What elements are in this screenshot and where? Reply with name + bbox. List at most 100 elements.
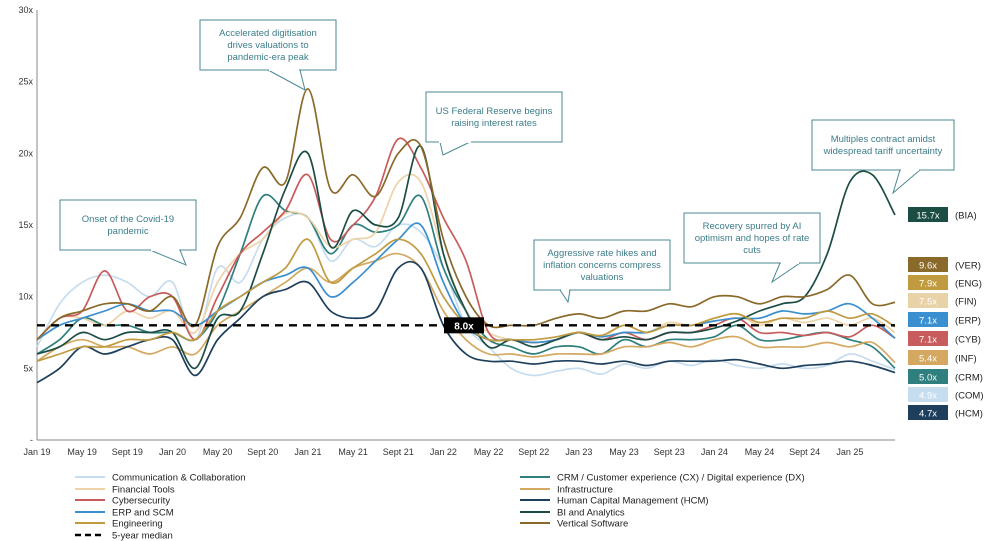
annotation-text: pandemic-era peak xyxy=(227,52,309,63)
series-code-label: (ERP) xyxy=(955,316,981,327)
legend-item-label: Human Capital Management (HCM) xyxy=(557,496,709,507)
x-tick-label: Jan 25 xyxy=(836,447,863,457)
x-tick-label: May 21 xyxy=(338,447,368,457)
x-tick-label: Sept 19 xyxy=(112,447,143,457)
annotation-text: pandemic xyxy=(107,226,148,237)
end-value-label: 7.1x xyxy=(919,335,937,346)
annotation-text: raising interest rates xyxy=(451,118,537,129)
annotation-pointer xyxy=(559,289,571,304)
annotation-text: Aggressive rate hikes and xyxy=(547,248,656,259)
annotation-text: Accelerated digitisation xyxy=(219,28,317,39)
annotation-box xyxy=(59,199,197,251)
annotation-pointer xyxy=(770,262,802,284)
end-value-badge xyxy=(908,387,948,402)
series-line xyxy=(36,87,896,341)
x-tick-label: Sept 22 xyxy=(518,447,549,457)
x-tick-label: Jan 23 xyxy=(565,447,592,457)
y-tick-label: - xyxy=(30,435,33,445)
y-tick-label: 10x xyxy=(18,292,33,302)
x-tick-label: May 19 xyxy=(67,447,97,457)
end-value-badge xyxy=(908,350,948,365)
series-line xyxy=(36,260,896,384)
median-value-box xyxy=(444,317,484,334)
series-line xyxy=(36,145,896,370)
series-code-label: (ENG) xyxy=(955,279,982,290)
end-value-label: 9.6x xyxy=(919,261,937,272)
annotation-box xyxy=(811,119,955,171)
x-axis-tick-labels: Jan 19 May 19 Sept 19 Jan 20 May 20 Sept 20 Ja… xyxy=(23,447,863,457)
annotation-text: inflation concerns compress xyxy=(543,260,661,271)
x-tick-label: Jan 19 xyxy=(23,447,50,457)
annotation-text: cuts xyxy=(743,245,761,256)
y-tick-label: 30x xyxy=(18,5,33,15)
annotation-pointer xyxy=(439,141,471,156)
end-value-badge xyxy=(908,275,948,290)
x-tick-label: May 24 xyxy=(745,447,775,457)
annotation-box xyxy=(683,212,821,264)
end-value-label: 15.7x xyxy=(916,211,939,222)
x-tick-label: Sept 23 xyxy=(654,447,685,457)
end-value-badge xyxy=(908,207,948,222)
end-value-label: 4.9x xyxy=(919,391,937,402)
end-value-label: 5.4x xyxy=(919,354,937,365)
y-tick-label: 15x xyxy=(18,220,33,230)
y-tick-label: 25x xyxy=(18,77,33,87)
series-code-label: (HCM) xyxy=(955,409,983,420)
series-code-label: (VER) xyxy=(955,261,981,272)
annotation-text: US Federal Reserve begins xyxy=(436,106,553,117)
x-tick-label: Sept 21 xyxy=(383,447,414,457)
end-value-badge xyxy=(908,405,948,420)
annotation-text: optimism and hopes of rate xyxy=(695,233,810,244)
x-tick-label: May 20 xyxy=(203,447,233,457)
end-value-label: 7.9x xyxy=(919,279,937,290)
annotation-text: drives valuations to xyxy=(227,40,308,51)
series-code-label: (CRM) xyxy=(955,373,983,384)
y-tick-label: 20x xyxy=(18,148,33,158)
x-tick-label: May 23 xyxy=(609,447,639,457)
series-code-label: (COM) xyxy=(955,391,984,402)
median-value-label: 8.0x xyxy=(454,321,474,332)
legend-item-label: 5-year median xyxy=(112,531,173,541)
annotation-pointer xyxy=(892,169,922,195)
annotation-text: Recovery spurred by AI xyxy=(703,221,802,232)
annotation-text: widespread tariff uncertainty xyxy=(823,146,943,157)
legend-item-label: Vertical Software xyxy=(557,519,628,530)
end-value-badge xyxy=(908,293,948,308)
x-tick-label: Jan 22 xyxy=(430,447,457,457)
legend-item-label: BI and Analytics xyxy=(557,508,625,519)
x-tick-label: Sept 20 xyxy=(247,447,278,457)
annotation-pointer xyxy=(149,249,187,266)
annotation-text: Multiples contract amidst xyxy=(831,134,936,145)
end-value-label: 7.5x xyxy=(919,297,937,308)
legend-item-label: Communication & Collaboration xyxy=(112,473,246,484)
legend-item-label: Cybersecurity xyxy=(112,496,170,507)
legend: Communication & Collaboration CRM / Custo… xyxy=(75,473,805,541)
end-value-badges: 15.7x (BIA) 9.6x (VER) 7.9x (ENG) 7.5x (FIN) 7.1… xyxy=(908,207,984,420)
series-code-label: (CYB) xyxy=(955,335,981,346)
annotation-box xyxy=(533,239,671,291)
end-value-badge xyxy=(908,369,948,384)
end-value-label: 7.1x xyxy=(919,316,937,327)
legend-item-label: Infrastructure xyxy=(557,485,613,496)
y-axis-tick-labels: - 5x 10x 15x 20x 25x 30x xyxy=(18,5,33,445)
series-code-label: (BIA) xyxy=(955,211,977,222)
y-tick-label: 5x xyxy=(23,363,33,373)
x-tick-label: Jan 21 xyxy=(294,447,321,457)
annotation-text: valuations xyxy=(581,272,624,283)
legend-item-label: Engineering xyxy=(112,519,163,530)
annotation-box xyxy=(425,91,563,143)
x-tick-label: Sept 24 xyxy=(789,447,820,457)
axes xyxy=(36,10,895,441)
annotation-pointer xyxy=(267,69,306,91)
x-tick-label: May 22 xyxy=(474,447,504,457)
legend-item-label: Financial Tools xyxy=(112,485,175,496)
end-value-badge xyxy=(908,257,948,272)
end-value-badge xyxy=(908,312,948,327)
